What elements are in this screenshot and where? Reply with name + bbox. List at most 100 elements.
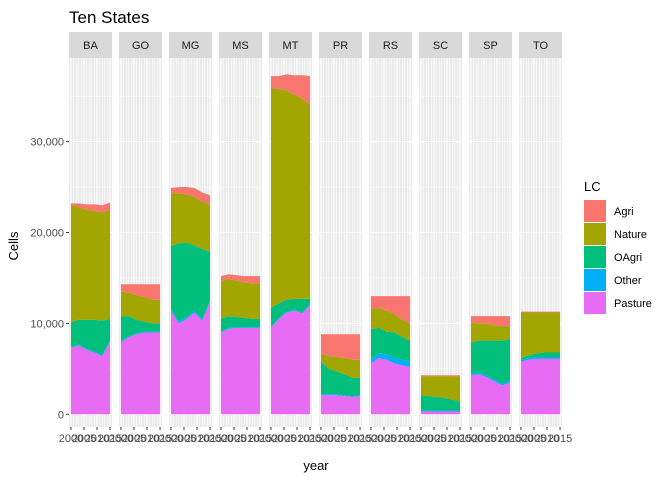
x-tick-label: 2010	[185, 433, 209, 445]
area-nature	[70, 205, 111, 323]
area-oagri	[470, 338, 511, 384]
x-tick-label: 2005	[372, 433, 396, 445]
x-tick-label: 2000	[509, 433, 533, 445]
x-tick-label: 2010	[535, 433, 559, 445]
area-oagri	[70, 318, 111, 356]
area-pasture	[420, 411, 461, 415]
x-tick-label: 2015	[448, 433, 472, 445]
facet-label: PR	[333, 40, 348, 52]
x-tick-label: 2000	[109, 433, 133, 445]
y-tick-label: 20,000	[30, 228, 64, 240]
x-tick-label: 2010	[135, 433, 159, 445]
facet-label: BA	[83, 40, 98, 52]
area-pasture	[320, 395, 361, 415]
x-tick-label: 2010	[435, 433, 459, 445]
area-oagri	[220, 316, 261, 332]
facet-strip	[369, 32, 412, 58]
legend-label-other: Other	[614, 275, 642, 287]
x-tick-label: 2010	[85, 433, 109, 445]
area-pasture	[170, 301, 211, 415]
x-tick-label: 2000	[359, 433, 383, 445]
area-pasture	[470, 374, 511, 415]
area-pasture	[270, 305, 311, 415]
x-tick-label: 2000	[309, 433, 333, 445]
area-other	[520, 357, 561, 362]
area-agri	[220, 274, 261, 284]
x-tick-label: 2005	[472, 433, 496, 445]
x-axis-title: year	[303, 458, 329, 473]
facet-label: TO	[533, 40, 549, 52]
facet-label: SC	[433, 40, 448, 52]
area-nature	[420, 376, 461, 402]
x-tick-label: 2015	[398, 433, 422, 445]
x-tick-label: 2005	[272, 433, 296, 445]
area-other	[220, 327, 261, 333]
facet-strip	[469, 32, 512, 58]
y-axis-title: Cells	[6, 231, 21, 260]
area-oagri	[170, 242, 211, 322]
legend-label-oagri: OAgri	[614, 252, 642, 264]
area-agri	[470, 316, 511, 327]
x-tick-label: 2010	[335, 433, 359, 445]
area-agri	[70, 202, 111, 213]
area-pasture	[220, 327, 261, 415]
x-tick-label: 2000	[459, 433, 483, 445]
x-tick-label: 2005	[422, 433, 446, 445]
x-tick-label: 2010	[235, 433, 259, 445]
facet-strip	[269, 32, 312, 58]
x-tick-label: 2000	[209, 433, 233, 445]
x-tick-label: 2015	[98, 433, 122, 445]
x-tick-label: 2015	[298, 433, 322, 445]
area-oagri	[270, 298, 311, 328]
area-nature	[120, 291, 161, 324]
facet-label: MT	[283, 40, 299, 52]
area-oagri	[320, 361, 361, 397]
panel-background	[419, 58, 462, 427]
x-tick-label: 2005	[172, 433, 196, 445]
legend-key-nature	[584, 223, 606, 245]
x-tick-label: 2015	[348, 433, 372, 445]
legend: LC Agri Nature OAgri Other Pasture	[584, 179, 652, 314]
legend-key-oagri	[584, 246, 606, 268]
area-nature	[370, 307, 411, 341]
facets-layer: BA2000200520102015GO2000200520102015MG20…	[59, 32, 572, 445]
x-tick-label: 2005	[72, 433, 96, 445]
area-pasture	[370, 357, 411, 415]
facet-label: MG	[182, 40, 200, 52]
area-pasture	[120, 332, 161, 415]
x-tick-label: 2000	[159, 433, 183, 445]
facet-strip	[319, 32, 362, 58]
area-nature	[520, 312, 561, 358]
facet-label: SP	[483, 40, 498, 52]
x-tick-label: 2000	[59, 433, 83, 445]
area-pasture	[70, 341, 111, 415]
area-agri	[320, 334, 361, 360]
x-tick-label: 2005	[322, 433, 346, 445]
legend-label-pasture: Pasture	[614, 298, 652, 310]
x-tick-label: 2015	[498, 433, 522, 445]
facet-strip	[519, 32, 562, 58]
area-agri	[120, 284, 161, 300]
legend-label-agri: Agri	[614, 206, 634, 218]
area-agri	[270, 74, 311, 105]
area-pasture	[520, 358, 561, 415]
facet-label: GO	[132, 40, 150, 52]
legend-key-agri	[584, 200, 606, 222]
legend-key-pasture	[584, 292, 606, 314]
area-other	[120, 331, 161, 343]
area-agri	[520, 311, 561, 313]
facet-label: RS	[383, 40, 398, 52]
facet-strip	[419, 32, 462, 58]
y-tick-label: 10,000	[30, 318, 64, 330]
legend-key-other	[584, 269, 606, 291]
area-nature	[220, 278, 261, 319]
area-other	[420, 410, 461, 412]
x-tick-label: 2010	[285, 433, 309, 445]
area-oagri	[520, 352, 561, 360]
